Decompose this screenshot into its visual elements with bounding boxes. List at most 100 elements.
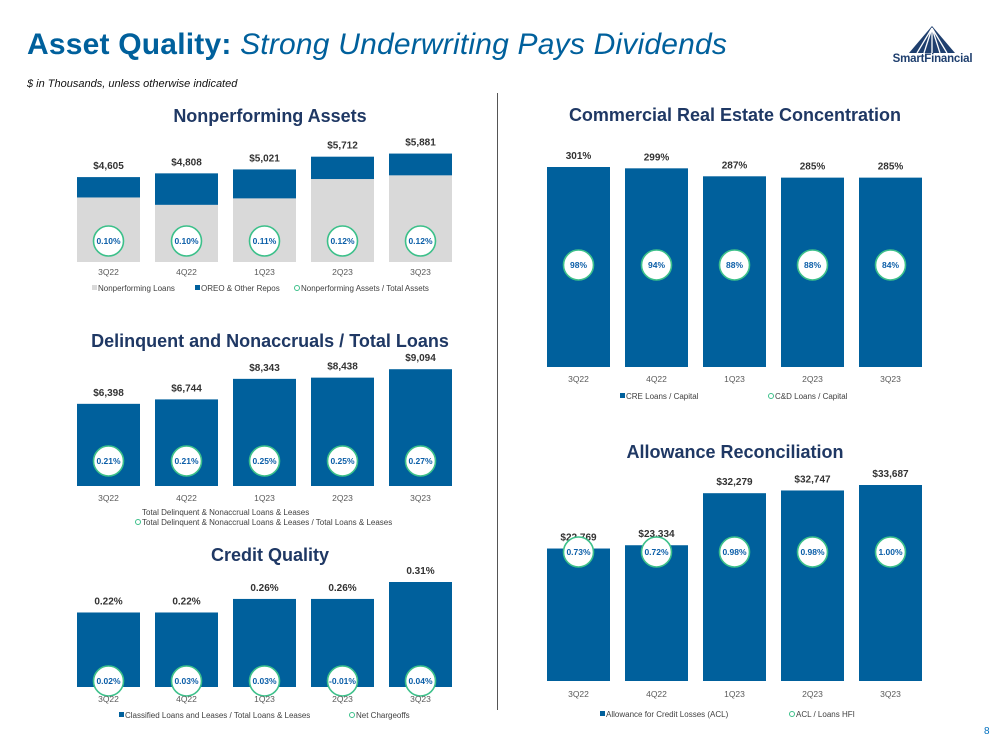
units-note: $ in Thousands, unless otherwise indicat… (27, 78, 238, 90)
ratio-label: 94% (648, 260, 665, 270)
ratio-label: 0.98% (800, 547, 825, 557)
ratio-label: 0.03% (174, 676, 199, 686)
ratio-circle (640, 536, 673, 568)
ratio-label: 98% (570, 260, 587, 270)
legend-label: Nonperforming Assets / Total Assets (301, 284, 429, 293)
legend-label: OREO & Other Repos (201, 284, 280, 293)
title-sub: Strong Underwriting Pays Dividends (240, 28, 728, 61)
ratio-label: 0.12% (408, 236, 433, 246)
x-tick-label: 2Q23 (802, 689, 823, 699)
value-label: 0.31% (406, 566, 434, 577)
ratio-circle (718, 536, 751, 568)
ratio-label: 0.03% (252, 676, 277, 686)
legend-label: CRE Loans / Capital (626, 392, 699, 401)
legend-marker-square (195, 285, 200, 290)
x-tick-label: 3Q23 (410, 267, 431, 277)
ratio-circle (326, 225, 359, 257)
ratio-circle (92, 225, 125, 257)
ratio-circle (718, 249, 751, 281)
ratio-label: 0.10% (174, 236, 199, 246)
ratio-label: 0.11% (253, 236, 277, 246)
ratio-label: 84% (882, 260, 899, 270)
value-label: 285% (800, 162, 826, 173)
ratio-label: 0.12% (330, 236, 355, 246)
bar (859, 485, 922, 681)
legend-marker-circle (135, 519, 141, 525)
total-label: $4,808 (171, 157, 202, 168)
total-label: $5,712 (327, 141, 358, 152)
x-tick-label: 2Q23 (332, 493, 353, 503)
ratio-circle (170, 445, 203, 477)
x-tick-label: 2Q23 (332, 694, 353, 704)
value-label: $33,687 (872, 469, 909, 480)
value-label: 0.22% (172, 596, 200, 607)
value-label: $8,343 (249, 363, 280, 374)
value-label: 299% (644, 152, 670, 163)
value-label: $9,094 (405, 353, 436, 364)
x-tick-label: 3Q23 (410, 493, 431, 503)
value-label: 0.22% (94, 596, 122, 607)
legend-label: Classified Loans and Leases / Total Loan… (125, 711, 310, 720)
page-title: Asset Quality: Strong Underwriting Pays … (27, 28, 727, 62)
x-tick-label: 2Q23 (332, 267, 353, 277)
chart-credit-quality: Credit Quality 0.22% 0.02% 3Q22 0.22% 0.03% 4Q… (77, 545, 452, 720)
bar (625, 545, 688, 681)
chart-title: Allowance Reconciliation (626, 442, 843, 462)
value-label: 0.26% (328, 583, 356, 594)
ratio-circle (326, 665, 359, 697)
ratio-circle (874, 536, 907, 568)
legend-marker-circle (789, 711, 795, 717)
ratio-circle (92, 665, 125, 697)
legend-marker-square (620, 393, 625, 398)
x-tick-label: 4Q22 (646, 374, 667, 384)
ratio-circle (562, 536, 595, 568)
chart-title: Credit Quality (211, 545, 329, 565)
total-label: $4,605 (93, 161, 124, 172)
legend-label: C&D Loans / Capital (775, 392, 848, 401)
value-label: $6,398 (93, 388, 124, 399)
mountain-logo-icon (909, 26, 955, 53)
bar-oreo-repos (77, 177, 140, 198)
legend-label: Total Delinquent & Nonaccrual Loans & Le… (142, 518, 392, 527)
legend-marker-circle (294, 285, 300, 291)
value-label: $8,438 (327, 362, 358, 373)
x-tick-label: 3Q22 (98, 267, 119, 277)
ratio-label: 0.21% (96, 456, 121, 466)
value-label: $32,747 (794, 474, 831, 485)
bar-oreo-repos (311, 156, 374, 180)
legend-label: Allowance for Credit Losses (ACL) (606, 710, 729, 719)
x-tick-label: 2Q23 (802, 374, 823, 384)
legend-marker-square (600, 711, 605, 716)
ratio-circle (248, 225, 281, 257)
value-label: 285% (878, 162, 904, 173)
value-label: $23,334 (638, 529, 675, 540)
x-tick-label: 4Q22 (646, 689, 667, 699)
ratio-circle (562, 249, 595, 281)
x-tick-label: 1Q23 (724, 374, 745, 384)
legend-marker-circle (768, 393, 774, 399)
ratio-label: 88% (726, 260, 743, 270)
ratio-circle (404, 445, 437, 477)
chart-title: Nonperforming Assets (173, 106, 366, 126)
ratio-label: 88% (804, 260, 821, 270)
ratio-circle (796, 536, 829, 568)
value-label: $6,744 (171, 383, 202, 394)
ratio-circle (248, 445, 281, 477)
chart-title: Delinquent and Nonaccruals / Total Loans (91, 331, 449, 351)
legend-label: Net Chargeoffs (356, 711, 410, 720)
ratio-label: 0.98% (722, 547, 747, 557)
chart-cre-concentration: Commercial Real Estate Concentration 301%… (547, 105, 922, 401)
x-tick-label: 1Q23 (724, 689, 745, 699)
x-tick-label: 3Q23 (410, 694, 431, 704)
x-tick-label: 3Q22 (568, 689, 589, 699)
page-number: 8 (984, 726, 990, 737)
ratio-circle (170, 665, 203, 697)
ratio-circle (326, 445, 359, 477)
x-tick-label: 1Q23 (254, 493, 275, 503)
ratio-label: 0.10% (96, 236, 121, 246)
ratio-circle (640, 249, 673, 281)
value-label: 0.26% (250, 583, 278, 594)
ratio-label: 0.25% (252, 456, 277, 466)
bar (703, 493, 766, 681)
ratio-circle (796, 249, 829, 281)
